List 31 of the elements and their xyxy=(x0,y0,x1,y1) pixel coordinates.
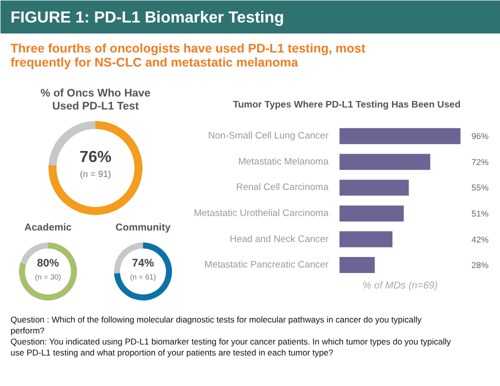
y-tick-label: Metastatic Pancreatic Cancer xyxy=(204,260,329,271)
text: Question: You indicated using PD-L1 biomarker testing for your cancer patients. In which tumor types do you typically use PD-L1 testing and what proportion of your patients are tested in each tumor type? xyxy=(10,336,452,358)
data-label: 51% xyxy=(472,208,489,218)
x-axis-title: % of MDs (n=69) xyxy=(362,280,438,292)
bar xyxy=(340,231,392,248)
data-label: 42% xyxy=(472,234,489,244)
bar xyxy=(340,154,430,170)
chart-title: Tumor Types Where PD-L1 Testing Has Been Used xyxy=(232,100,461,110)
y-tick-label: Metastatic Melanoma xyxy=(238,156,330,168)
data-label: 96% xyxy=(472,131,489,142)
text: Three fourths of oncologists have used PD-L1 testing, most frequently for NS-CLC and metastatic melanoma xyxy=(10,42,366,70)
y-tick-label: Head and Neck Cancer xyxy=(230,234,328,245)
bar xyxy=(340,180,409,196)
data-label: 72% xyxy=(472,156,489,167)
text: Question : Which of the following molecular diagnostic tests for molecular pathways in cancer do you typically perform? xyxy=(10,314,422,336)
chart-title: Community xyxy=(116,222,171,234)
data-label: 55% xyxy=(472,182,489,193)
bar xyxy=(340,257,375,274)
chart-title: % of Oncs Who Have Used PD-L1 Test xyxy=(40,88,151,112)
data-label: 80% xyxy=(36,258,60,270)
y-tick-label: Renal Cell Carcinoma xyxy=(236,182,330,194)
data-label: 74% xyxy=(132,258,154,270)
bar xyxy=(340,205,404,222)
bar xyxy=(340,128,460,144)
text: (n = 91) xyxy=(80,169,112,179)
chart-title: Academic xyxy=(24,222,72,234)
data-label: 28% xyxy=(472,260,489,270)
text: FIGURE 1: PD-L1 Biomarker Testing xyxy=(10,10,284,26)
y-tick-label: Metastatic Urothelial Carcinoma xyxy=(194,208,330,219)
data-label: 76% xyxy=(79,149,112,166)
y-tick-label: Non-Small Cell Lung Cancer xyxy=(208,130,329,142)
